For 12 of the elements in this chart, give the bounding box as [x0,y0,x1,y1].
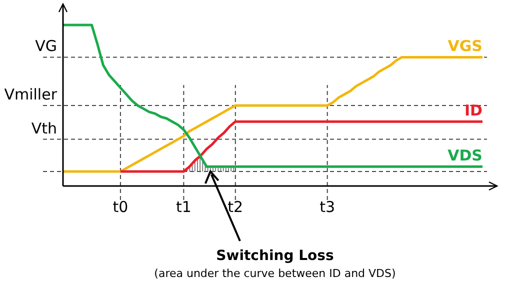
x-tick-label: t1 [176,198,192,216]
x-tick-label: t0 [112,198,128,216]
series-label: VDS [448,146,483,165]
x-tick-label: t2 [228,198,244,216]
text: (area under the curve between ID and VDS) [154,267,396,280]
text: Switching Loss [216,248,334,264]
ref-line-label: VG [35,37,57,56]
ref-line-label: Vth [31,119,57,138]
ref-line-label: Vmiller [4,86,58,104]
series-label: VGS [448,37,483,56]
series-label: ID [464,102,483,120]
x-tick-label: t3 [320,198,336,216]
